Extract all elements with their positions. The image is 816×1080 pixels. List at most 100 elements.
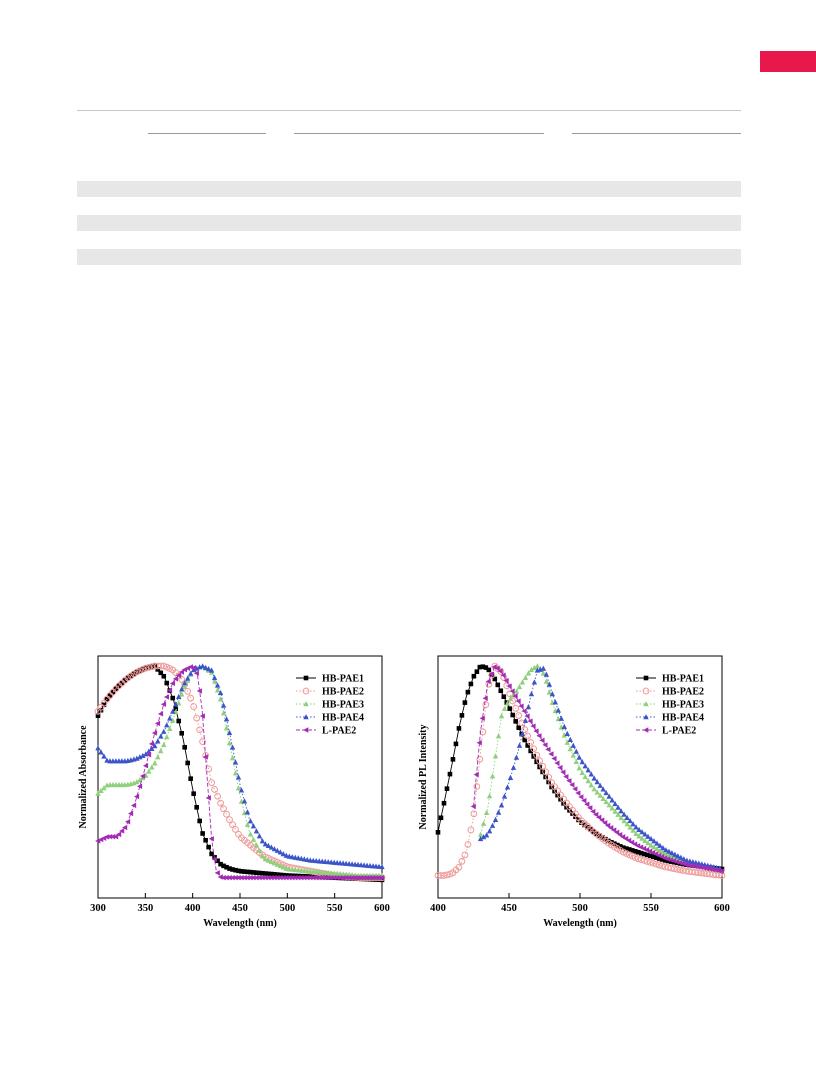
data-point [133, 793, 140, 800]
data-point [119, 680, 125, 686]
data-point [612, 808, 618, 814]
data-point [507, 706, 513, 711]
data-point [585, 778, 591, 784]
data-point [274, 874, 280, 881]
data-point [528, 666, 535, 672]
data-point [223, 810, 230, 818]
data-point [636, 833, 642, 839]
data-point [155, 667, 161, 672]
page-accent-tab [760, 51, 816, 72]
data-point [658, 862, 666, 870]
data-point [495, 682, 501, 688]
data-point [527, 718, 533, 724]
data-point [718, 868, 724, 874]
data-point [170, 695, 176, 701]
data-point [247, 818, 254, 824]
data-point [193, 670, 199, 676]
data-point [260, 870, 265, 876]
data-point [636, 826, 642, 833]
data-point [277, 849, 284, 855]
data-point [500, 672, 506, 678]
data-point [528, 691, 535, 697]
data-point [546, 681, 553, 687]
data-point [373, 874, 379, 881]
data-point [494, 665, 500, 672]
data-point [575, 790, 581, 796]
data-point [110, 689, 116, 695]
data-point [229, 874, 235, 881]
x-tick-label: 400 [430, 903, 446, 914]
data-point [530, 745, 538, 753]
data-point [145, 752, 152, 758]
data-point [480, 664, 486, 669]
data-point [477, 664, 483, 670]
data-point [543, 671, 550, 677]
data-point [148, 741, 155, 747]
data-point [477, 835, 484, 842]
data-point [175, 672, 182, 679]
data-point [621, 845, 626, 850]
data-point [639, 829, 645, 835]
data-point [226, 874, 232, 881]
data-point [124, 819, 131, 825]
data-point [461, 851, 469, 859]
data-point [191, 791, 196, 796]
data-point [597, 792, 603, 798]
data-point [158, 748, 164, 754]
data-point [244, 874, 250, 881]
data-point [244, 809, 251, 815]
data-point [248, 869, 253, 875]
data-point [645, 833, 651, 839]
data-point [557, 764, 563, 771]
data-point [176, 718, 182, 724]
x-tick-label: 600 [714, 903, 730, 914]
data-point [266, 871, 271, 877]
data-point [488, 671, 494, 677]
data-point [304, 874, 310, 881]
data-point [293, 873, 298, 879]
data-point [648, 842, 654, 848]
data-point [618, 808, 624, 814]
data-point [200, 831, 205, 836]
data-point [232, 770, 239, 776]
data-point [149, 764, 155, 770]
data-point [634, 855, 642, 863]
data-point [154, 720, 161, 727]
data-point [492, 676, 498, 682]
data-point [646, 858, 654, 866]
data-point [482, 701, 490, 709]
series-line [97, 665, 382, 879]
data-point [651, 844, 657, 850]
data-point [113, 833, 119, 840]
data-point [600, 786, 606, 792]
data-point [438, 815, 444, 821]
table-group-rule-3 [572, 133, 741, 134]
data-point [196, 726, 204, 734]
data-point [455, 863, 463, 871]
pl-intensity-chart: 400 450 500 550 600 Wavelength (nm) Normalized… [418, 655, 730, 929]
data-point [447, 771, 453, 777]
data-point [513, 754, 520, 760]
data-point [107, 833, 113, 840]
data-point [703, 865, 709, 872]
data-point [477, 831, 484, 837]
data-point [470, 803, 476, 810]
data-point [515, 712, 523, 719]
data-point [482, 695, 488, 701]
data-point [187, 670, 194, 676]
data-point [253, 874, 259, 881]
data-point [441, 800, 447, 806]
data-point [325, 874, 331, 881]
data-point [630, 848, 635, 853]
data-point [196, 688, 202, 694]
data-point [164, 680, 170, 686]
data-point [715, 867, 721, 874]
data-point [435, 830, 441, 835]
data-point [561, 723, 568, 730]
data-point [211, 674, 218, 681]
data-point [158, 670, 164, 676]
data-point [229, 821, 236, 829]
legend-marker [643, 727, 649, 733]
data-point [269, 871, 274, 877]
data-point [614, 829, 620, 836]
